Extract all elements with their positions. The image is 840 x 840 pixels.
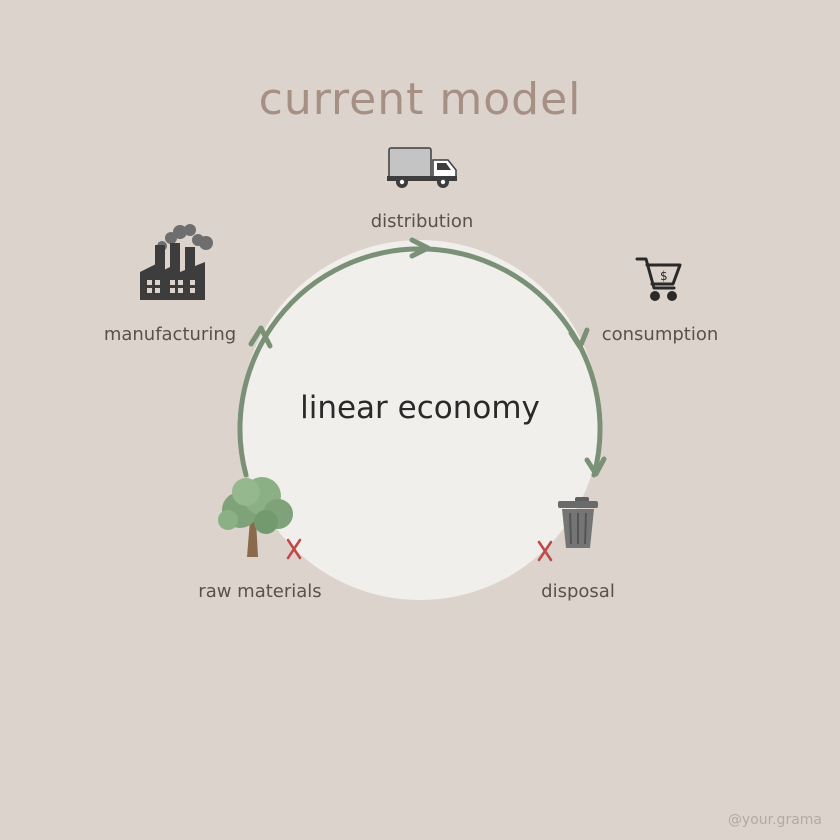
stage-label-manufacturing: manufacturing xyxy=(103,324,237,345)
center-label: linear economy xyxy=(300,390,540,426)
stage-label-distribution: distribution xyxy=(370,211,474,232)
arrowhead-manufacturing xyxy=(248,325,273,349)
arrowhead-distribution xyxy=(409,237,431,259)
tree-icon xyxy=(218,477,293,557)
cross-icon-disposal xyxy=(537,540,553,562)
truck-icon xyxy=(387,147,457,188)
page-title: current model xyxy=(258,74,582,125)
arrowhead-disposal xyxy=(584,456,607,477)
shopping-cart-icon: $ xyxy=(635,257,682,301)
trash-can-icon xyxy=(558,497,598,548)
cycle-arrow-path xyxy=(237,246,603,478)
stage-label-raw-materials: raw materials xyxy=(198,581,322,602)
svg-text:$: $ xyxy=(660,269,668,283)
factory-icon xyxy=(140,224,213,300)
watermark: @your.grama xyxy=(727,812,822,828)
cross-icon-raw-materials xyxy=(286,538,302,560)
arrowhead-consumption xyxy=(568,327,590,350)
stage-label-consumption: consumption xyxy=(601,324,719,345)
stage-label-disposal: disposal xyxy=(541,581,615,602)
center-circle xyxy=(240,240,600,600)
